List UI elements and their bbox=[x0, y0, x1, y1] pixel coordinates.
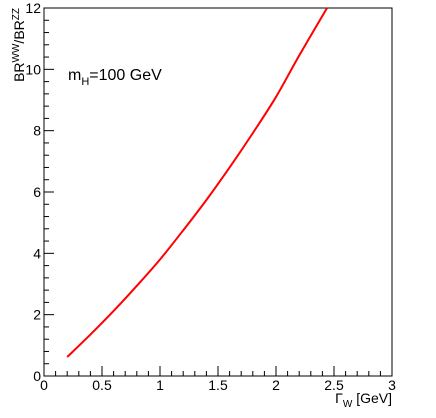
x-tick-label: 2 bbox=[272, 377, 280, 393]
y-tick-label: 6 bbox=[33, 184, 41, 200]
tick-labels: 0 0.5 1 1.5 2 2.5 3 0 2 4 6 8 10 12 bbox=[25, 0, 396, 393]
y-tick-label: 4 bbox=[33, 245, 41, 261]
x-tick-label: 2.5 bbox=[324, 377, 344, 393]
x-tick-label: 1.5 bbox=[208, 377, 228, 393]
x-tick-label: 0.5 bbox=[92, 377, 112, 393]
series-line-0 bbox=[66, 7, 328, 358]
y-tick-label: 12 bbox=[25, 0, 41, 16]
series bbox=[66, 7, 328, 358]
ticks bbox=[43, 7, 393, 377]
y-tick-label: 8 bbox=[33, 123, 41, 139]
plot-frame bbox=[43, 7, 393, 377]
x-tick-label: 1 bbox=[156, 377, 164, 393]
y-axis-title: BRWW/BRZZ bbox=[11, 8, 27, 82]
y-tick-label: 0 bbox=[33, 368, 41, 384]
x-axis-title: ΓW [GeV] bbox=[335, 390, 392, 410]
x-tick-label: 3 bbox=[388, 377, 396, 393]
x-tick-label: 0 bbox=[40, 377, 48, 393]
mass-annotation: mH=100 GeV bbox=[68, 67, 162, 88]
y-tick-label: 10 bbox=[25, 61, 41, 77]
y-tick-label: 2 bbox=[33, 307, 41, 323]
